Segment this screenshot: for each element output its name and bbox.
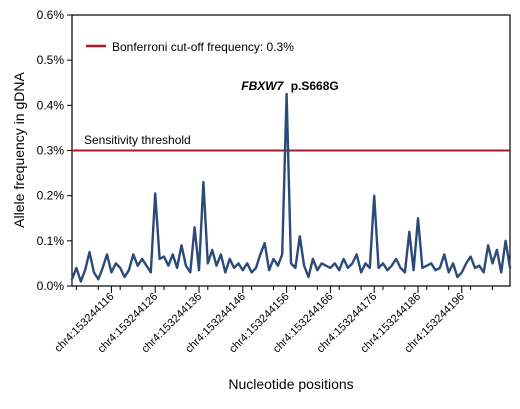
legend-label: Bonferroni cut-off frequency: 0.3% (112, 40, 294, 54)
y-axis-title: Allele frequency in gDNA (11, 72, 27, 228)
axes: 0.0%0.1%0.2%0.3%0.4%0.5%0.6%chr4:1532441… (37, 8, 511, 355)
annotation-gene: FBXW7 (241, 79, 284, 93)
y-tick-label: 0.5% (37, 53, 65, 67)
annotation-mutation: p.S668G (291, 79, 339, 93)
x-axis-title: Nucleotide positions (228, 376, 353, 392)
series-line (70, 92, 512, 283)
peak-annotation: FBXW7 p.S668G (241, 77, 338, 94)
legend: Bonferroni cut-off frequency: 0.3% (86, 40, 294, 54)
y-tick-label: 0.4% (37, 98, 65, 112)
y-tick-label: 0.1% (37, 234, 65, 248)
y-tick-label: 0.3% (37, 144, 65, 158)
y-tick-label: 0.2% (37, 189, 65, 203)
series-group (70, 92, 512, 283)
y-tick-label: 0.0% (37, 279, 65, 293)
threshold-label: Sensitivity threshold (84, 133, 191, 147)
y-tick-label: 0.6% (37, 8, 65, 22)
